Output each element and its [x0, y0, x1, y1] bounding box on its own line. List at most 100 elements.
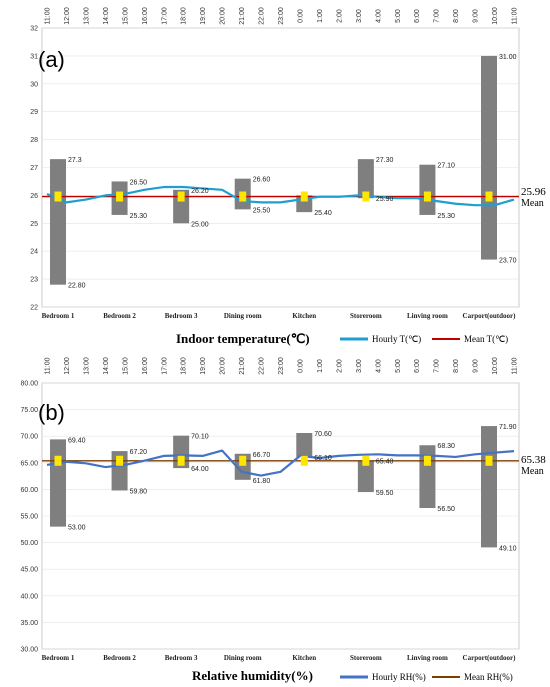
mean-marker — [116, 455, 124, 466]
category-label: Bedroom 1 — [42, 312, 75, 320]
time-tick-label: 0:00 — [297, 359, 304, 373]
mean-marker — [362, 191, 370, 202]
y-tick-label: 70.00 — [20, 434, 38, 441]
category-label: Linving room — [407, 654, 448, 662]
time-tick-label: 14:00 — [103, 357, 110, 375]
mean-marker — [423, 191, 431, 202]
panel-label-b: (b) — [38, 400, 65, 425]
y-tick-label: 28 — [30, 137, 38, 144]
y-tick-label: 45.00 — [20, 567, 38, 574]
y-tick-label: 80.00 — [20, 381, 38, 388]
category-label: Kitchen — [292, 312, 316, 320]
time-tick-label: 19:00 — [200, 7, 207, 25]
mean-marker — [423, 455, 431, 466]
hourly-line — [46, 449, 515, 477]
category-label: Carport(outdoor) — [463, 654, 517, 662]
min-value-label: 56.50 — [437, 506, 455, 513]
time-tick-label: 15:00 — [122, 357, 129, 375]
time-tick-label: 10:00 — [492, 7, 499, 25]
y-tick-label: 30 — [30, 81, 38, 88]
time-tick-label: 13:00 — [83, 357, 90, 375]
min-value-label: 64.00 — [191, 466, 209, 473]
max-value-label: 66.70 — [253, 452, 271, 459]
time-tick-label: 4:00 — [375, 9, 382, 23]
time-tick-label: 21:00 — [239, 357, 246, 375]
time-tick-label: 12:00 — [64, 7, 71, 25]
max-value-label: 69.40 — [68, 437, 86, 444]
mean-marker — [239, 455, 247, 466]
time-tick-labels-b: 11:00 12:00 13:00 14:00 15:00 16:00 17:00 18:00… — [45, 357, 519, 375]
range-bar — [173, 189, 190, 224]
time-tick-label: 14:00 — [103, 7, 110, 25]
time-tick-label: 18:00 — [181, 7, 188, 25]
min-value-label: 25.00 — [191, 221, 209, 228]
y-tick-label: 40.00 — [20, 593, 38, 600]
y-tick-label: 60.00 — [20, 487, 38, 494]
time-tick-label: 3:00 — [356, 9, 363, 23]
category-label: Bedroom 1 — [42, 654, 75, 662]
range-bar — [357, 159, 374, 199]
mean-marker — [54, 455, 62, 466]
time-tick-label: 2:00 — [336, 9, 343, 23]
y-gridlines-b — [42, 382, 519, 650]
time-tick-label: 6:00 — [414, 359, 421, 373]
min-value-label: 66.10 — [314, 455, 332, 462]
max-value-label: 70.10 — [191, 434, 209, 441]
range-bar — [173, 435, 190, 469]
time-tick-label: 16:00 — [142, 357, 149, 375]
mean-marker — [239, 191, 247, 202]
max-value-label: 27.3 — [68, 157, 82, 164]
time-tick-label: 7:00 — [434, 359, 441, 373]
mean-marker — [300, 191, 308, 202]
time-tick-label: 15:00 — [122, 7, 129, 25]
legend-hourly-label-a: Hourly T(℃) — [372, 334, 421, 344]
max-value-label: 27.30 — [376, 157, 394, 164]
category-labels-b: Bedroom 1 Bedroom 2 Bedroom 3 Dining room Ki… — [42, 654, 516, 662]
mean-marker — [177, 191, 185, 202]
y-tick-labels-a: 22 23 24 25 26 27 28 29 30 31 32 — [30, 26, 38, 312]
y-tick-label: 29 — [30, 109, 38, 116]
category-label: Carport(outdoor) — [463, 312, 517, 320]
hourly-line — [46, 185, 515, 207]
y-tick-label: 23 — [30, 277, 38, 284]
min-value-label: 49.10 — [499, 545, 517, 552]
max-value-label: 68.30 — [437, 443, 455, 450]
min-value-label: 23.70 — [499, 258, 517, 265]
y-tick-label: 30.00 — [20, 647, 38, 654]
y-tick-label: 24 — [30, 249, 38, 256]
time-tick-label: 12:00 — [64, 357, 71, 375]
legend-hourly-label-b: Hourly RH(%) — [372, 672, 426, 682]
mean-value-label-a: 25.96 — [521, 186, 546, 198]
y-tick-label: 32 — [30, 26, 38, 33]
time-tick-label: 19:00 — [200, 357, 207, 375]
time-tick-label: 11:00 — [512, 357, 519, 374]
y-tick-label: 75.00 — [20, 407, 38, 414]
time-tick-label: 0:00 — [297, 9, 304, 23]
range-bar — [296, 433, 313, 457]
min-value-label: 25.40 — [314, 210, 332, 217]
mean-marker — [116, 191, 124, 202]
min-value-label: 59.50 — [376, 490, 394, 497]
time-tick-label: 11:00 — [512, 7, 519, 24]
time-tick-label: 11:00 — [45, 7, 52, 24]
legend-mean-label-a: Mean T(℃) — [464, 334, 508, 344]
category-label: Bedroom 2 — [103, 654, 136, 662]
range-bar — [50, 439, 66, 527]
min-value-label: 25.30 — [437, 213, 455, 220]
y-tick-label: 50.00 — [20, 540, 38, 547]
max-value-label: 70.60 — [314, 431, 332, 438]
max-value-label: 65.40 — [376, 459, 394, 466]
mean-marker — [485, 455, 493, 466]
time-tick-label: 6:00 — [414, 9, 421, 23]
category-label: Storeroom — [350, 654, 382, 662]
time-tick-label: 21:00 — [239, 7, 246, 25]
max-value-label: 71.90 — [499, 424, 517, 431]
mean-markers-b — [54, 455, 493, 466]
x-axis-title-a: Indoor temperature(℃) — [176, 331, 310, 346]
mean-marker — [54, 191, 62, 202]
min-value-label: 53.00 — [68, 525, 86, 532]
range-bar — [357, 460, 374, 493]
time-tick-labels-a: 11:00 12:00 13:00 14:00 15:00 16:00 17:00 18:00… — [45, 7, 519, 25]
time-tick-label: 4:00 — [375, 359, 382, 373]
time-tick-label: 8:00 — [453, 9, 460, 23]
